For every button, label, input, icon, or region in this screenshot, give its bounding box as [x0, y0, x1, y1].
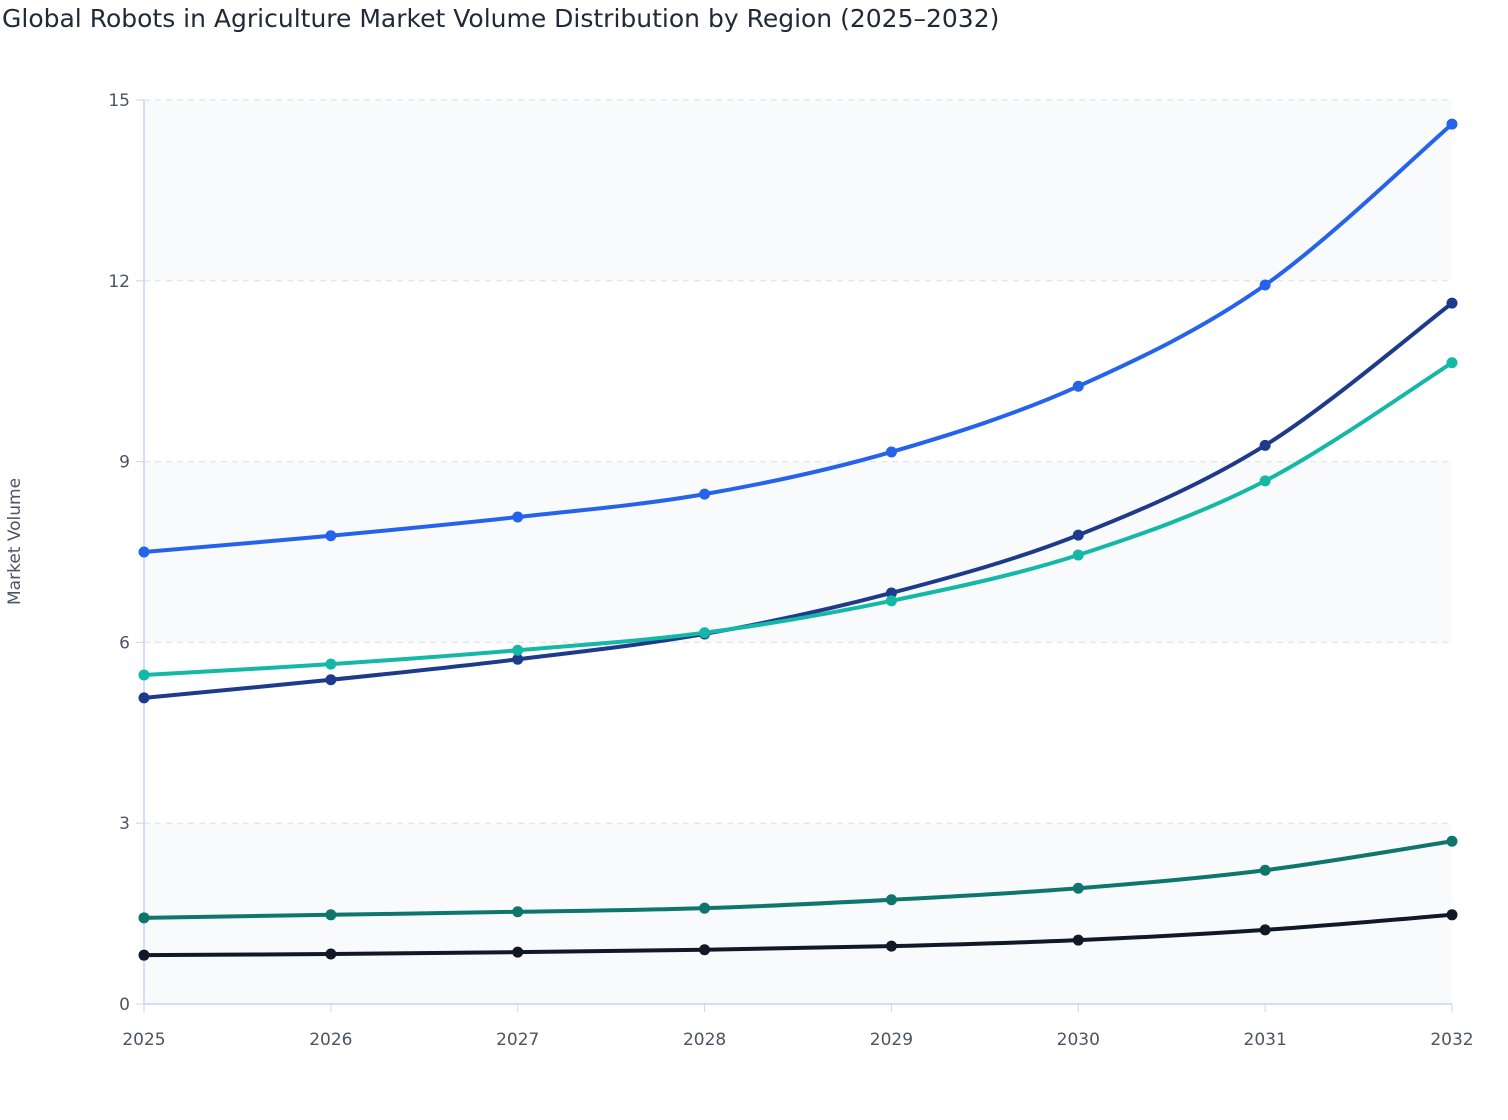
- data-point: [885, 595, 897, 607]
- data-point: [512, 653, 524, 665]
- data-point: [1072, 882, 1084, 894]
- data-point: [885, 587, 897, 599]
- data-point: [885, 940, 897, 952]
- data-point: [1446, 357, 1458, 369]
- data-point: [325, 948, 337, 960]
- data-point: [138, 692, 150, 704]
- data-point: [1446, 909, 1458, 921]
- y-tick-label: 0: [119, 995, 130, 1015]
- data-point: [138, 912, 150, 924]
- y-tick-label: 15: [108, 91, 130, 111]
- y-tick-label: 12: [108, 272, 130, 292]
- data-point: [1446, 835, 1458, 847]
- x-tick-label: 2027: [496, 1030, 539, 1050]
- data-point: [138, 949, 150, 961]
- series-line-3: [142, 839, 1454, 920]
- data-point: [1446, 297, 1458, 309]
- chart-title: Global Robots in Agriculture Market Volu…: [2, 4, 1000, 33]
- data-point: [325, 658, 337, 670]
- data-point: [512, 644, 524, 656]
- data-point: [699, 902, 711, 914]
- grid-band: [144, 461, 1452, 643]
- y-tick-label: 9: [119, 453, 130, 473]
- x-tick-label: 2031: [1244, 1030, 1287, 1050]
- data-point: [138, 669, 150, 681]
- data-point: [512, 906, 524, 918]
- data-point: [1259, 475, 1271, 487]
- data-point: [325, 909, 337, 921]
- data-point: [1259, 924, 1271, 936]
- data-point: [1072, 934, 1084, 946]
- data-point: [885, 446, 897, 458]
- data-point: [325, 674, 337, 686]
- data-point: [1259, 279, 1271, 291]
- y-tick-label: 3: [119, 814, 130, 834]
- x-tick-label: 2032: [1430, 1030, 1473, 1050]
- x-tick-label: 2028: [683, 1030, 726, 1050]
- data-point: [1072, 380, 1084, 392]
- data-point: [699, 627, 711, 639]
- data-point: [885, 894, 897, 906]
- x-tick-label: 2029: [870, 1030, 913, 1050]
- data-point: [1446, 118, 1458, 130]
- data-point: [325, 530, 337, 542]
- x-tick-label: 2030: [1057, 1030, 1100, 1050]
- data-point: [138, 546, 150, 558]
- data-point: [1259, 864, 1271, 876]
- data-point: [1072, 529, 1084, 541]
- data-point: [699, 944, 711, 956]
- data-point: [512, 946, 524, 958]
- series-line-2: [142, 360, 1454, 677]
- x-tick-label: 2026: [309, 1030, 352, 1050]
- series-line-4: [142, 912, 1454, 958]
- data-point: [1072, 549, 1084, 561]
- y-tick-label: 6: [119, 633, 130, 653]
- data-point: [512, 511, 524, 523]
- x-tick-label: 2025: [122, 1030, 165, 1050]
- grid-band: [144, 100, 1452, 281]
- data-point: [699, 488, 711, 500]
- data-point: [1259, 439, 1271, 451]
